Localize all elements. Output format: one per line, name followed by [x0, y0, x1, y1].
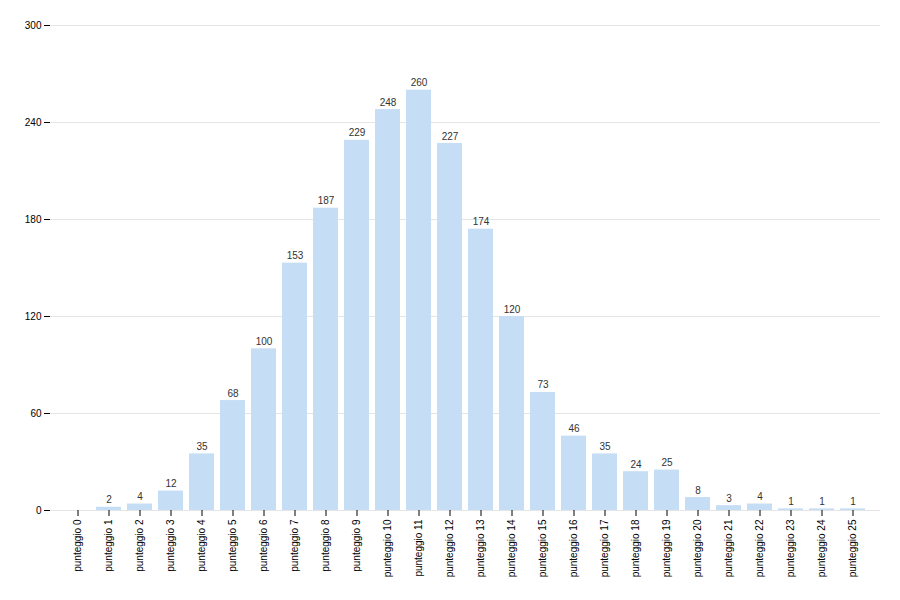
- svg-text:punteggio 2: punteggio 2: [134, 519, 145, 572]
- svg-text:180: 180: [25, 214, 42, 225]
- svg-text:punteggio 4: punteggio 4: [196, 519, 207, 572]
- svg-text:8: 8: [695, 485, 701, 496]
- svg-text:60: 60: [30, 408, 42, 419]
- svg-text:153: 153: [287, 250, 304, 261]
- svg-text:120: 120: [25, 311, 42, 322]
- svg-text:248: 248: [380, 97, 397, 108]
- svg-text:120: 120: [504, 304, 521, 315]
- svg-text:punteggio 8: punteggio 8: [320, 519, 331, 572]
- svg-text:174: 174: [473, 216, 490, 227]
- svg-text:punteggio 18: punteggio 18: [630, 519, 641, 577]
- svg-text:punteggio 3: punteggio 3: [165, 519, 176, 572]
- svg-text:punteggio 13: punteggio 13: [475, 519, 486, 577]
- svg-text:punteggio 23: punteggio 23: [785, 519, 796, 577]
- svg-text:punteggio 25: punteggio 25: [847, 519, 858, 577]
- svg-text:punteggio 12: punteggio 12: [444, 519, 455, 577]
- svg-text:punteggio 20: punteggio 20: [692, 519, 703, 577]
- svg-text:227: 227: [442, 131, 459, 142]
- svg-text:1: 1: [819, 496, 825, 507]
- svg-text:24: 24: [630, 459, 642, 470]
- svg-text:punteggio 17: punteggio 17: [599, 519, 610, 577]
- svg-text:35: 35: [196, 441, 208, 452]
- svg-text:46: 46: [568, 423, 580, 434]
- svg-text:punteggio 15: punteggio 15: [537, 519, 548, 577]
- svg-text:punteggio 6: punteggio 6: [258, 519, 269, 572]
- svg-text:punteggio 24: punteggio 24: [816, 519, 827, 577]
- svg-text:100: 100: [256, 336, 273, 347]
- svg-text:68: 68: [227, 388, 239, 399]
- svg-text:300: 300: [25, 20, 42, 31]
- svg-text:punteggio 10: punteggio 10: [382, 519, 393, 577]
- svg-text:229: 229: [349, 127, 366, 138]
- svg-text:punteggio 21: punteggio 21: [723, 519, 734, 577]
- svg-text:260: 260: [411, 77, 428, 88]
- svg-text:punteggio 0: punteggio 0: [72, 519, 83, 572]
- svg-text:1: 1: [850, 496, 856, 507]
- svg-text:187: 187: [318, 195, 335, 206]
- svg-text:3: 3: [726, 493, 732, 504]
- svg-text:punteggio 9: punteggio 9: [351, 519, 362, 572]
- svg-text:0: 0: [36, 505, 42, 516]
- svg-text:punteggio 22: punteggio 22: [754, 519, 765, 577]
- svg-text:punteggio 11: punteggio 11: [413, 519, 424, 577]
- svg-text:2: 2: [106, 494, 112, 505]
- svg-text:punteggio 5: punteggio 5: [227, 519, 238, 572]
- svg-text:240: 240: [25, 117, 42, 128]
- svg-text:1: 1: [788, 496, 794, 507]
- svg-text:4: 4: [137, 491, 143, 502]
- svg-text:punteggio 7: punteggio 7: [289, 519, 300, 572]
- svg-text:punteggio 16: punteggio 16: [568, 519, 579, 577]
- svg-text:punteggio 1: punteggio 1: [103, 519, 114, 572]
- svg-text:4: 4: [757, 491, 763, 502]
- svg-text:35: 35: [599, 441, 611, 452]
- svg-text:12: 12: [165, 478, 177, 489]
- svg-text:73: 73: [537, 379, 549, 390]
- svg-text:punteggio 19: punteggio 19: [661, 519, 672, 577]
- svg-text:25: 25: [661, 457, 673, 468]
- svg-text:punteggio 14: punteggio 14: [506, 519, 517, 577]
